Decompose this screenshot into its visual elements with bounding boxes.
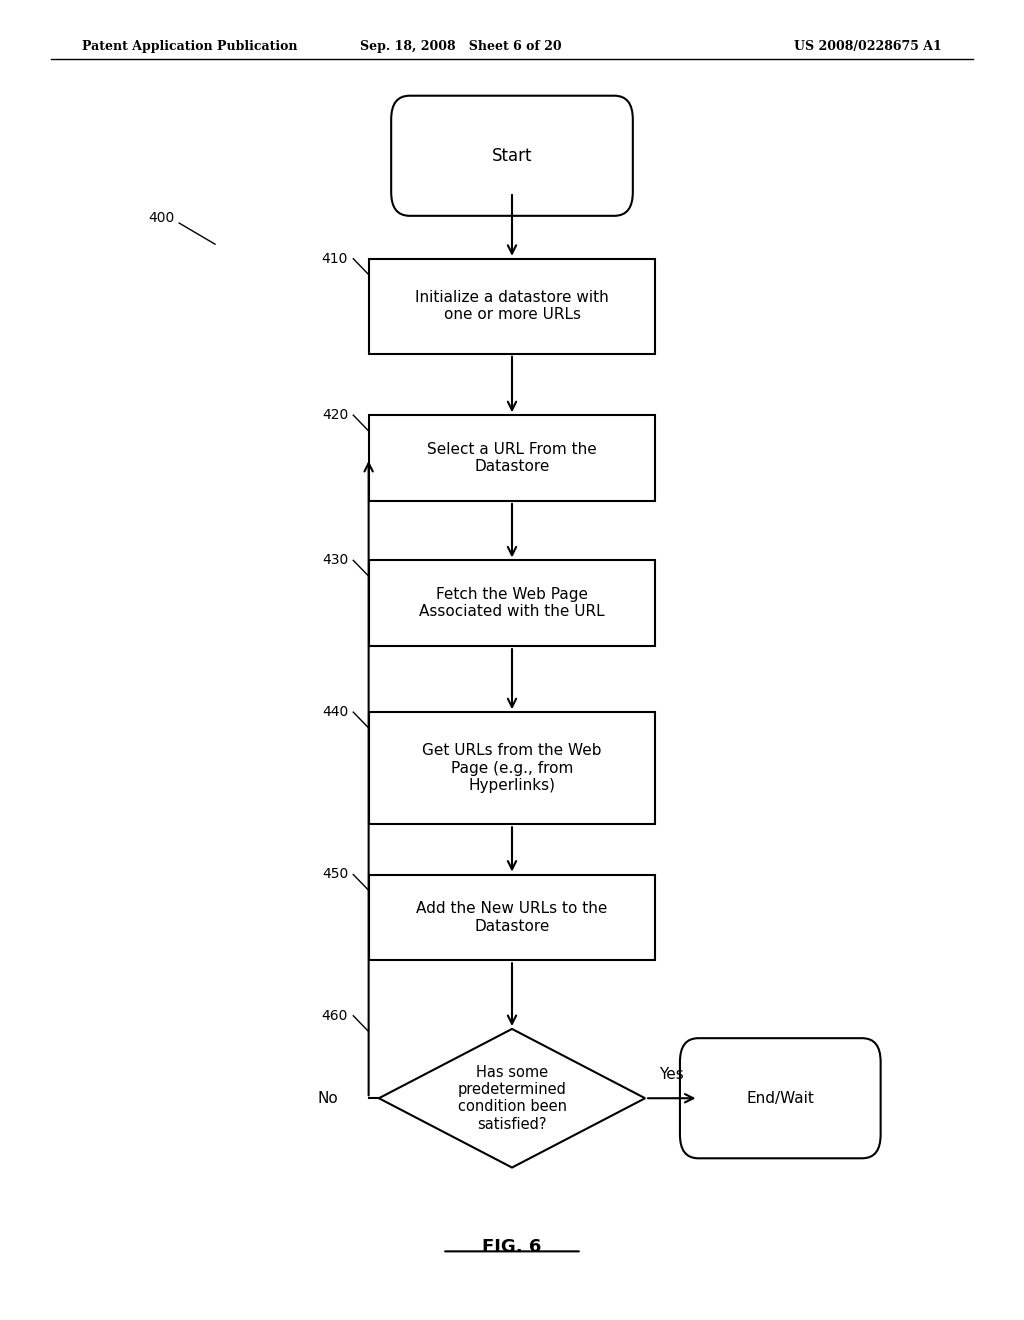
Text: Get URLs from the Web
Page (e.g., from
Hyperlinks): Get URLs from the Web Page (e.g., from H…: [422, 743, 602, 793]
Text: 430: 430: [322, 553, 348, 568]
Bar: [369, 713, 655, 824]
Text: US 2008/0228675 A1: US 2008/0228675 A1: [795, 40, 942, 53]
Text: FIG. 6: FIG. 6: [482, 1238, 542, 1257]
Text: 410: 410: [322, 252, 348, 265]
Text: Has some
predetermined
condition been
satisfied?: Has some predetermined condition been sa…: [458, 1065, 566, 1131]
Text: Sep. 18, 2008   Sheet 6 of 20: Sep. 18, 2008 Sheet 6 of 20: [360, 40, 561, 53]
FancyBboxPatch shape: [391, 96, 633, 215]
Text: 460: 460: [322, 1008, 348, 1023]
Bar: [369, 875, 655, 961]
Text: Fetch the Web Page
Associated with the URL: Fetch the Web Page Associated with the U…: [419, 587, 605, 619]
Text: End/Wait: End/Wait: [746, 1090, 814, 1106]
Bar: [369, 560, 655, 645]
Bar: [369, 259, 655, 354]
Bar: [369, 414, 655, 500]
Text: Select a URL From the
Datastore: Select a URL From the Datastore: [427, 442, 597, 474]
Text: Initialize a datastore with
one or more URLs: Initialize a datastore with one or more …: [415, 290, 609, 322]
Text: No: No: [317, 1090, 338, 1106]
Text: 400: 400: [147, 211, 174, 224]
Text: Start: Start: [492, 147, 532, 165]
Text: Yes: Yes: [659, 1067, 684, 1082]
Text: Patent Application Publication: Patent Application Publication: [82, 40, 297, 53]
Text: 450: 450: [322, 867, 348, 882]
Text: 440: 440: [322, 705, 348, 719]
Text: 420: 420: [322, 408, 348, 422]
Polygon shape: [379, 1030, 645, 1167]
FancyBboxPatch shape: [680, 1038, 881, 1159]
Text: Add the New URLs to the
Datastore: Add the New URLs to the Datastore: [417, 902, 607, 933]
